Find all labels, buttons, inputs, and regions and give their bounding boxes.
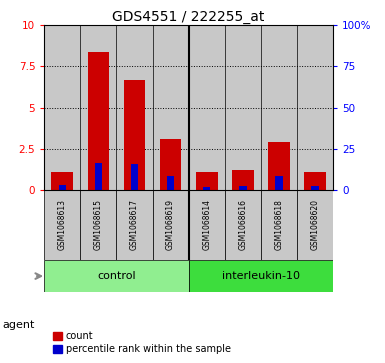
Bar	[52, 172, 73, 189]
Text: GSM1068617: GSM1068617	[130, 199, 139, 250]
Text: GSM1068615: GSM1068615	[94, 199, 103, 250]
Bar	[116, 189, 152, 260]
Bar	[167, 176, 174, 189]
Text: GSM1068620: GSM1068620	[310, 199, 320, 250]
Bar	[80, 189, 116, 260]
Bar	[297, 189, 333, 260]
Bar	[261, 189, 297, 260]
Text: GSM1068613: GSM1068613	[58, 199, 67, 250]
Bar	[131, 164, 138, 189]
Bar	[152, 25, 189, 189]
Bar	[189, 260, 333, 292]
Bar	[232, 170, 254, 189]
Bar	[304, 172, 326, 189]
Bar	[124, 79, 146, 189]
Bar	[88, 52, 109, 189]
Bar	[196, 172, 218, 189]
Bar	[261, 25, 297, 189]
Text: GSM1068618: GSM1068618	[275, 199, 283, 250]
Text: agent: agent	[2, 320, 34, 330]
Bar	[239, 186, 246, 189]
Bar	[189, 189, 225, 260]
Bar	[225, 189, 261, 260]
Text: GSM1068614: GSM1068614	[202, 199, 211, 250]
Bar	[95, 163, 102, 189]
Bar	[152, 189, 189, 260]
Text: GSM1068616: GSM1068616	[238, 199, 247, 250]
Text: interleukin-10: interleukin-10	[222, 271, 300, 281]
Bar	[59, 185, 66, 189]
Bar	[225, 25, 261, 189]
Bar	[189, 25, 225, 189]
Bar	[44, 189, 80, 260]
Bar	[160, 139, 181, 189]
Bar	[44, 260, 189, 292]
Bar	[275, 176, 283, 189]
Title: GDS4551 / 222255_at: GDS4551 / 222255_at	[112, 11, 265, 24]
Bar	[116, 25, 152, 189]
Bar	[203, 187, 211, 189]
Legend: count, percentile rank within the sample: count, percentile rank within the sample	[49, 327, 234, 358]
Bar	[297, 25, 333, 189]
Bar	[268, 142, 290, 189]
Text: control: control	[97, 271, 136, 281]
Bar	[80, 25, 116, 189]
Bar	[311, 186, 319, 189]
Text: GSM1068619: GSM1068619	[166, 199, 175, 250]
Bar	[44, 25, 80, 189]
